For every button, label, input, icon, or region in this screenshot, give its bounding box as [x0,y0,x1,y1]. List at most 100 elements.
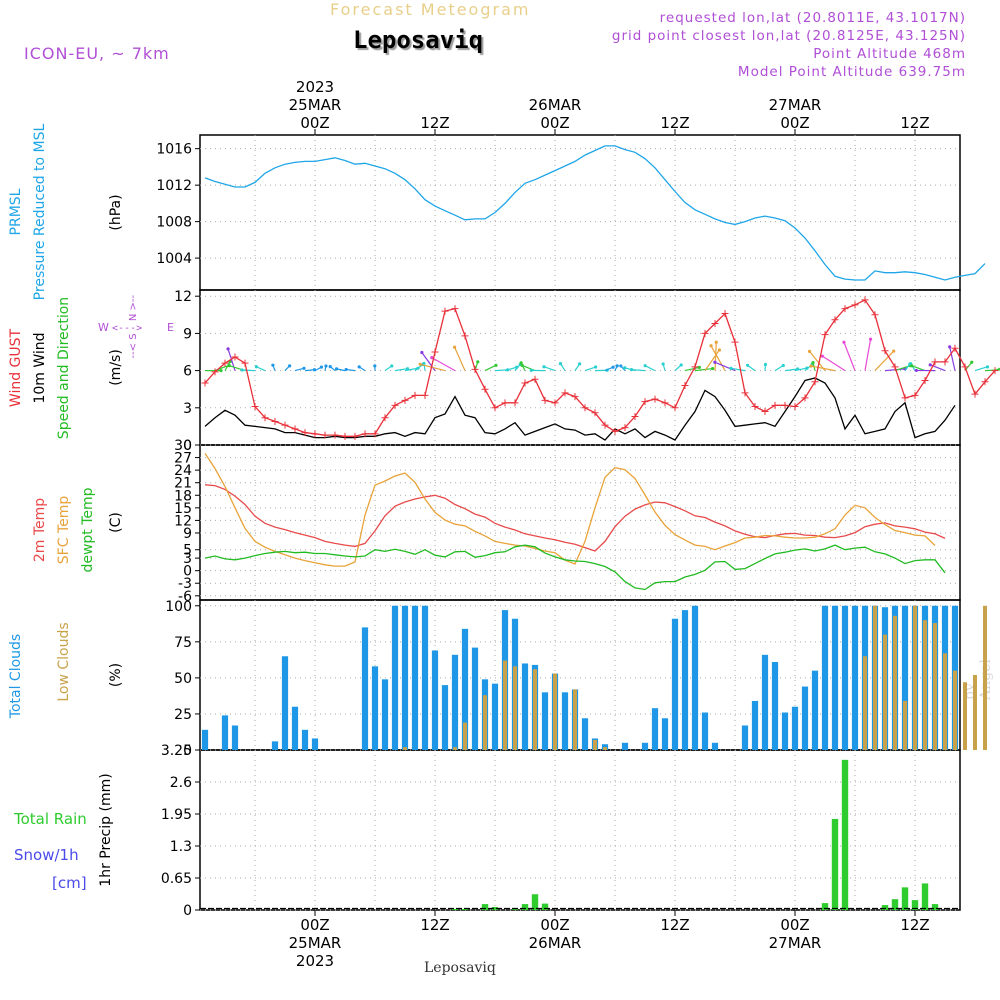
wind-gust-marker [451,305,459,313]
low-clouds-bar [533,669,537,750]
wind-speed-line [204,377,956,441]
wind-gust-marker [391,401,399,409]
bottom-tick-label: 00Z [300,916,329,934]
wind-gust-marker [711,319,719,327]
wind-arrow-head [629,368,634,372]
wind-gust-marker [281,421,289,429]
wind-arrow-head [226,347,230,351]
top-date-label: 26MAR [529,96,582,114]
wind-arrow-head [240,368,244,372]
wind-arrow-head [928,363,932,367]
total-clouds-bar [471,647,479,750]
wind-gust-marker [731,338,739,346]
wind-direction-arrow [420,363,446,372]
yaxis-label-wind: (m/s) [108,349,124,386]
wind-direction-arrow [584,366,596,372]
rain-bar [531,894,539,910]
wind-arrow-head [476,360,480,364]
wind-gust-marker [371,430,379,438]
wind-direction-arrow [224,361,231,371]
wind-gust-marker [511,399,519,407]
wind-arrow-head [271,363,275,367]
wind-gust-marker [421,391,429,399]
wind-gust-marker [941,358,949,366]
wind-arrow-head [970,360,974,364]
yaxis-label-pressure: (hPa) [108,194,124,230]
wind-arrow-head [288,364,292,368]
wind-direction-arrow [504,366,517,372]
low-clouds-bar [453,747,457,750]
wind-gust-marker [691,363,699,371]
wind-gust-marker [631,412,639,420]
wind-direction-arrow [974,366,988,372]
top-tick-label: 12Z [420,114,449,132]
wind-gust-marker [661,399,669,407]
low-clouds-bar [513,666,517,750]
wind-arrow-head [713,360,717,364]
low-clouds-bar [883,634,887,750]
wind-gust-marker [861,296,869,304]
wind-gust-marker [411,391,419,399]
wind-arrow-head [745,363,750,367]
side-label-snow-unit: [cm] [52,874,87,892]
requested-coordinates: requested lon,lat (20.8011E, 43.1017N) [659,10,966,26]
ytick-label: 15 [174,501,192,517]
wind-arrow-head [578,362,582,366]
dewpt-line [204,544,946,591]
rain-bar [821,903,829,910]
total-clouds-bar [691,605,699,750]
wind-arrow-head [334,367,339,371]
side-label-speed-direction: Speed and Direction [56,297,72,439]
wind-gust-marker [891,363,899,371]
side-label-sfc-temp: SFC Temp [56,496,72,565]
total-clouds-bar [781,712,789,750]
ytick-label: 2.6 [170,775,192,791]
wind-gust-marker [871,311,879,319]
ytick-label: 100 [165,599,192,615]
compass-west: W [98,321,109,334]
wind-arrow-head [842,340,846,344]
model-name: ICON-EU, ~ 7km [24,44,170,63]
ytick-label: 30 [174,438,192,454]
wind-arrow-head [615,364,619,368]
wind-gust-marker [561,389,569,397]
wind-gust-marker [351,432,359,440]
total-clouds-bar [421,605,429,750]
low-clouds-bar [483,695,487,750]
wind-direction-arrow [414,364,424,372]
wind-arrow-head [697,365,701,370]
total-clouds-bar [641,742,649,750]
rain-bar [921,883,929,910]
wind-gust-marker [331,431,339,439]
wind-gust-marker [301,429,309,437]
wind-gust-marker [271,417,279,425]
side-label-prmsl: PRMSL [8,188,24,235]
wind-direction-arrow [843,342,856,371]
wind-arrow-head [892,349,896,353]
wind-arrow-head [529,368,533,372]
side-label-pressure-msl: Pressure Reduced to MSL [32,123,48,300]
ytick-label: 24 [174,463,192,479]
forecast-title: Forecast Meteogram [330,0,531,19]
bottom-tick-label: 12Z [420,916,449,934]
total-clouds-bar [791,706,799,750]
wind-arrow-head [910,364,914,368]
ytick-label: 0 [183,903,192,919]
wind-direction-arrow [994,367,1000,372]
wind-gust-marker [231,353,239,361]
model-point-altitude: Model Point Altitude 639.75m [737,64,966,80]
total-clouds-bar [391,605,399,750]
total-clouds-bar [451,654,459,750]
wind-arrow-head [422,361,426,366]
ytick-label: 18 [174,488,192,504]
wind-gust-marker [211,368,219,376]
ytick-label: 1.95 [161,807,192,823]
total-clouds-bar [831,605,839,750]
total-clouds-bar [381,679,389,750]
wind-direction-arrow [774,364,784,372]
top-year-label: 2023 [296,78,334,96]
wind-gust-marker [521,379,529,387]
top-tick-label: 12Z [900,114,929,132]
ytick-label: 1012 [156,178,192,194]
